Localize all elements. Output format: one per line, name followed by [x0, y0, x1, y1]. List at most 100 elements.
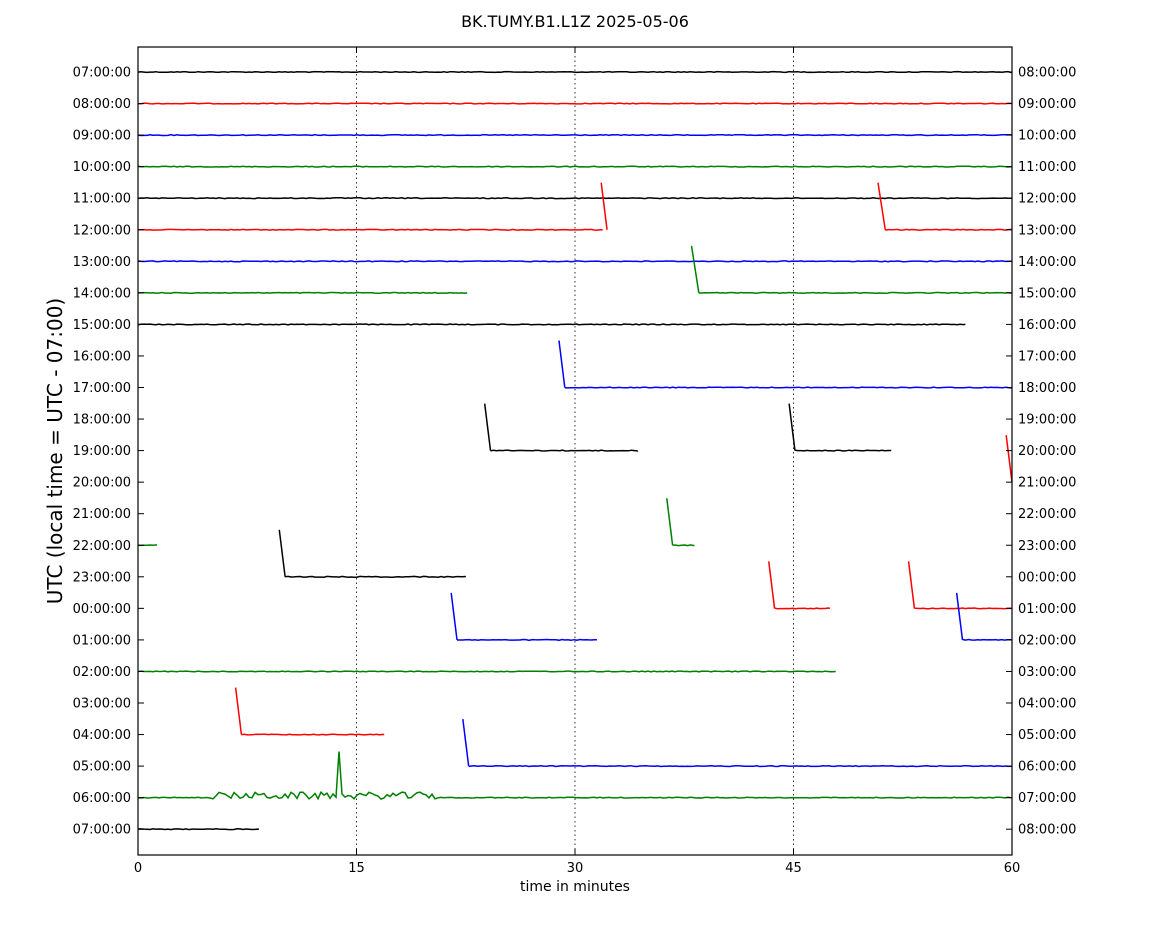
- right-tick-label: 08:00:00: [1018, 823, 1076, 838]
- left-tick-label: 02:00:00: [73, 665, 131, 680]
- right-tick-label: 01:00:00: [1018, 602, 1076, 617]
- right-tick-label: 10:00:00: [1018, 129, 1076, 144]
- left-tick-label: 00:00:00: [73, 602, 131, 617]
- trace-row-4: [137, 197, 1013, 200]
- left-tick-label: 08:00:00: [73, 97, 131, 112]
- right-tick-label: 02:00:00: [1018, 633, 1076, 648]
- right-tick-label: 12:00:00: [1018, 192, 1076, 207]
- left-tick-label: 12:00:00: [73, 223, 131, 238]
- left-tick-label: 09:00:00: [73, 129, 131, 144]
- trace-segment: [285, 575, 467, 578]
- left-tick-label: 04:00:00: [73, 728, 131, 743]
- trace-segment: [138, 102, 1013, 105]
- trace-segment: [914, 607, 1013, 610]
- trace-row-6: [137, 260, 1012, 263]
- left-tick-label: 11:00:00: [73, 192, 131, 207]
- trace-segment: [490, 449, 639, 452]
- left-tick-label: 16:00:00: [73, 349, 131, 364]
- right-tick-label: 19:00:00: [1018, 413, 1076, 428]
- right-tick-label: 04:00:00: [1018, 697, 1076, 712]
- left-tick-label: 13:00:00: [73, 255, 131, 270]
- right-tick-label: 08:00:00: [1018, 66, 1076, 81]
- x-tick-label: 0: [134, 861, 142, 876]
- right-tick-label: 09:00:00: [1018, 97, 1076, 112]
- trace-segment: [962, 638, 1013, 641]
- trace-ramp: [767, 561, 776, 609]
- right-tick-label: 07:00:00: [1018, 791, 1076, 806]
- left-tick-label: 03:00:00: [73, 697, 131, 712]
- trace-row-12: [483, 403, 892, 452]
- trace-ramp: [462, 719, 470, 767]
- right-tick-label: 18:00:00: [1018, 381, 1076, 396]
- trace-row-10: [558, 340, 1013, 389]
- trace-segment: [137, 291, 468, 294]
- right-axis: 08:00:00 09:00:00 10:00:00 11:00:00 12:00:00…: [1006, 66, 1076, 838]
- trace-segment: [241, 733, 385, 736]
- trace-ramp: [690, 245, 700, 293]
- trace-row-21: [234, 687, 385, 736]
- trace-row-22: [462, 719, 1013, 768]
- trace-segment: [794, 449, 892, 452]
- y-axis-label: UTC (local time = UTC - 07:00): [43, 298, 67, 604]
- trace-row-8: [137, 323, 966, 326]
- x-tick-label: 45: [785, 861, 802, 876]
- trace-segment: [137, 228, 603, 231]
- right-tick-label: 22:00:00: [1018, 507, 1076, 522]
- trace-ramp: [877, 182, 887, 230]
- trace-segment: [468, 764, 1013, 768]
- right-tick-label: 15:00:00: [1018, 286, 1076, 301]
- trace-row-24: [137, 828, 259, 831]
- trace-segment: [457, 638, 598, 642]
- right-tick-label: 17:00:00: [1018, 349, 1076, 364]
- trace-row-15: [137, 498, 695, 547]
- trace-row-19: [137, 670, 836, 673]
- right-tick-label: 14:00:00: [1018, 255, 1076, 270]
- left-tick-label: 14:00:00: [73, 286, 131, 301]
- trace-row-13: [1005, 435, 1013, 483]
- left-tick-label: 06:00:00: [73, 791, 131, 806]
- left-tick-label: 21:00:00: [73, 507, 131, 522]
- right-tick-label: 20:00:00: [1018, 444, 1076, 459]
- trace-ramp: [666, 498, 674, 546]
- x-tick-label: 15: [348, 861, 365, 876]
- trace-row-5: [137, 182, 1013, 231]
- trace-ramp: [483, 403, 492, 451]
- left-tick-label: 19:00:00: [73, 444, 131, 459]
- left-axis: 07:00:00 08:00:00 09:00:00 10:00:00 11:00:00…: [73, 66, 144, 838]
- trace-row-18: [450, 592, 1013, 642]
- trace-row-1: [138, 102, 1013, 105]
- left-tick-label: 22:00:00: [73, 539, 131, 554]
- left-tick-label: 07:00:00: [73, 823, 131, 838]
- left-tick-label: 05:00:00: [73, 760, 131, 775]
- right-tick-label: 13:00:00: [1018, 223, 1076, 238]
- trace-row-17: [767, 561, 1013, 610]
- right-tick-label: 03:00:00: [1018, 665, 1076, 680]
- right-tick-label: 16:00:00: [1018, 318, 1076, 333]
- left-tick-label: 18:00:00: [73, 413, 131, 428]
- trace-ramp: [600, 182, 608, 230]
- trace-segment: [698, 291, 1013, 294]
- trace-ramp: [278, 529, 286, 577]
- trace-row-16: [278, 529, 467, 578]
- right-tick-label: 06:00:00: [1018, 760, 1076, 775]
- left-tick-label: 17:00:00: [73, 381, 131, 396]
- x-axis: 0 15 30 45 60: [134, 47, 1020, 876]
- trace-segment: [137, 165, 1013, 168]
- trace-segment: [885, 228, 1013, 231]
- left-tick-label: 10:00:00: [73, 160, 131, 175]
- trace-ramp: [450, 592, 458, 640]
- right-tick-label: 05:00:00: [1018, 728, 1076, 743]
- left-tick-label: 15:00:00: [73, 318, 131, 333]
- trace-segment: [137, 260, 1012, 263]
- trace-ramp: [558, 340, 566, 388]
- trace-segment: [564, 386, 1013, 389]
- trace-segment: [137, 133, 1013, 137]
- trace-segment: [137, 70, 1013, 74]
- trace-segment: [672, 544, 695, 547]
- x-tick-label: 60: [1004, 861, 1021, 876]
- seismic-traces: [137, 70, 1013, 831]
- x-tick-label: 30: [567, 861, 584, 876]
- trace-segment: [137, 323, 966, 326]
- trace-segment: [137, 197, 1013, 200]
- trace-segment: [137, 751, 1013, 801]
